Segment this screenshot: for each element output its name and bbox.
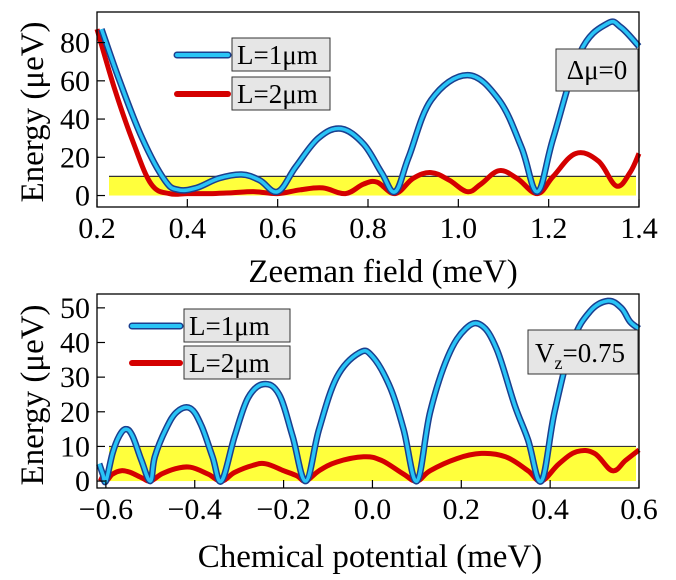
annotation-zeeman: Δμ=0 <box>555 48 639 92</box>
x-tick-label: 1.4 <box>620 212 658 245</box>
x-tick-label: 0.2 <box>78 212 116 245</box>
legend-label-box-l1 <box>231 37 331 72</box>
xlabel-chemical: Chemical potential (meV) <box>198 539 543 575</box>
x-tick-label: 1.0 <box>440 212 478 245</box>
x-tick-label: 0.2 <box>443 493 481 526</box>
annotation-chemical: Vz=0.75 <box>527 329 639 375</box>
y-tick-label: 80 <box>60 27 90 60</box>
x-tick-label: 0.4 <box>531 493 569 526</box>
y-tick-label: 40 <box>60 327 90 360</box>
y-tick-label: 30 <box>60 361 90 394</box>
x-tick-label: 0.0 <box>354 493 392 526</box>
legend-chemical: L=1μm L=2μm <box>128 308 291 380</box>
annotation-box-chemical <box>527 329 639 375</box>
annotation-delta-mu: Δμ=0 <box>567 55 628 85</box>
plot-area-chemical <box>96 297 641 486</box>
x-tick-label: −0.4 <box>168 493 222 526</box>
ylabel-zeeman: Energy (μeV) <box>15 21 51 202</box>
ylabel-chemical: Energy (μeV) <box>15 304 51 485</box>
y-tick-label: 0 <box>75 465 90 498</box>
panel-zeeman: 0.2 0.4 0.6 0.8 1.0 1.2 1.4 0 20 40 60 80 Zeeman fi… <box>15 11 658 290</box>
x-tick-label: 0.6 <box>620 493 658 526</box>
legend-label-box-l2 <box>183 345 291 380</box>
legend-label-l1: L=1μm <box>189 311 270 341</box>
series-line-L2 <box>94 28 642 197</box>
legend-label-l1: L=1μm <box>237 40 318 70</box>
x-tick-label: 0.6 <box>259 212 297 245</box>
series-line-L1 <box>99 19 641 194</box>
y-tick-label: 10 <box>60 430 90 463</box>
y-tick-label: 40 <box>60 103 90 136</box>
y-tick-label: 50 <box>60 292 90 325</box>
series-line-L1 <box>97 299 641 484</box>
legend-label-l2: L=2μm <box>237 79 318 109</box>
x-tick-label: 0.8 <box>349 212 387 245</box>
ticks-zeeman: 0.2 0.4 0.6 0.8 1.0 1.2 1.4 0 20 40 60 80 <box>60 27 658 245</box>
y-tick-label: 20 <box>60 396 90 429</box>
xlabel-zeeman: Zeeman field (meV) <box>248 254 517 290</box>
y-tick-label: 60 <box>60 65 90 98</box>
y-tick-label: 0 <box>75 180 90 213</box>
annotation-box-zeeman <box>555 48 639 92</box>
x-tick-label: −0.6 <box>79 493 133 526</box>
axes-frame-chemical <box>96 293 640 489</box>
annotation-vz-value: =0.75 <box>563 338 625 368</box>
annotation-vz-v: V <box>535 338 555 368</box>
x-tick-label: 0.4 <box>169 212 207 245</box>
x-tick-label: −0.2 <box>256 493 310 526</box>
x-tick-label: 1.2 <box>530 212 568 245</box>
legend-label-l2: L=2μm <box>189 348 270 378</box>
annotation-vz-sub: z <box>555 353 563 373</box>
legend-label-box-l1 <box>183 308 291 343</box>
plot-area-zeeman <box>94 18 642 197</box>
y-tick-label: 20 <box>60 141 90 174</box>
annotation-vz: Vz=0.75 <box>535 338 625 373</box>
legend-label-box-l2 <box>231 76 331 111</box>
legend-zeeman: L=1μm L=2μm <box>173 37 331 111</box>
